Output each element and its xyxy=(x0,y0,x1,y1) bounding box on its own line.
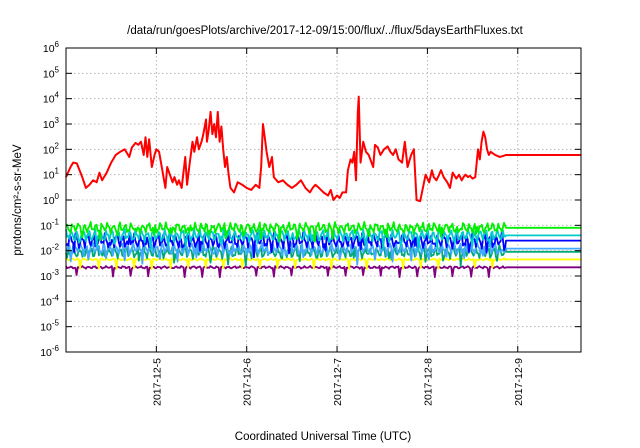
series-line xyxy=(65,265,581,279)
y-tick-label: 101 xyxy=(43,167,60,182)
series-line xyxy=(65,240,581,266)
y-axis-label: protons/cm²-s-sr-MeV xyxy=(12,144,24,256)
y-tick-label: 10-1 xyxy=(40,217,59,232)
x-axis-ticks: 2017-12-5 2017-12-6 2017-12-7 2017-12-8 2017… xyxy=(151,48,525,406)
chart-title: /data/run/goesPlots/archive/2017-12-09/1… xyxy=(127,25,523,37)
y-tick-label: 10-3 xyxy=(40,268,59,283)
y-tick-label: 105 xyxy=(43,65,60,80)
series-layer xyxy=(65,95,581,279)
y-tick-label: 10-2 xyxy=(40,243,59,258)
series-line xyxy=(65,95,581,203)
y-tick-label: 104 xyxy=(43,91,60,106)
x-tick-label: 2017-12-5 xyxy=(151,358,163,406)
series-line xyxy=(65,227,581,253)
y-tick-label: 10-4 xyxy=(40,293,59,308)
y-tick-label: 103 xyxy=(43,116,60,131)
series-line xyxy=(65,243,581,267)
y-axis-ticks: 10-6 10-5 10-4 10-3 10-2 10-1 100 101 102 103 104 1… xyxy=(40,40,581,359)
x-tick-label: 2017-12-8 xyxy=(422,358,434,406)
y-tick-label: 10-6 xyxy=(40,344,59,359)
grid xyxy=(66,48,581,352)
y-tick-label: 100 xyxy=(43,192,60,207)
y-tick-label: 106 xyxy=(43,40,60,55)
x-tick-label: 2017-12-9 xyxy=(513,358,525,406)
y-tick-label: 10-5 xyxy=(40,319,59,334)
y-tick-label: 102 xyxy=(43,141,60,156)
x-tick-label: 2017-12-7 xyxy=(332,358,344,406)
series-line xyxy=(65,220,581,243)
x-tick-label: 2017-12-6 xyxy=(242,358,254,406)
x-axis-label: Coordinated Universal Time (UTC) xyxy=(235,431,412,443)
